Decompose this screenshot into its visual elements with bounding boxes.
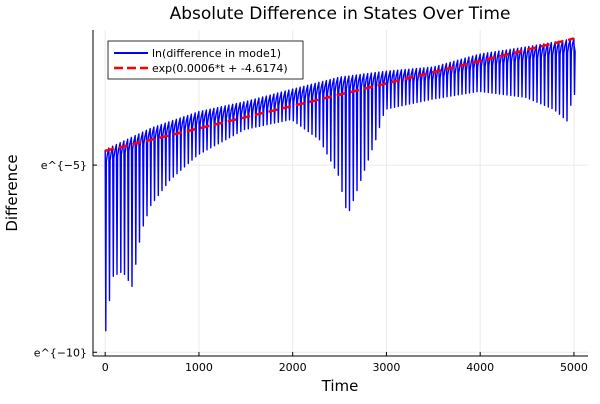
- legend-box: [107, 40, 304, 80]
- series-line-blue: [104, 37, 576, 332]
- series-exp-fit: [104, 37, 575, 153]
- x-tick-label: 3000: [372, 361, 400, 374]
- legend-label-red: exp(0.0006*t + -4.6174): [152, 62, 288, 75]
- y-tick-label: e^{−5}: [41, 159, 87, 172]
- series-ln-difference: [104, 37, 576, 332]
- series-line-red: [104, 37, 575, 153]
- y-ticks: e^{−5} e^{−10}: [34, 159, 97, 359]
- y-axis-label: Difference: [3, 154, 21, 231]
- x-tick-label: 0: [102, 361, 109, 374]
- y-tick-label: e^{−10}: [34, 346, 87, 359]
- x-tick-label: 1000: [185, 361, 213, 374]
- x-ticks: 0 1000 2000 3000 4000 5000: [102, 352, 588, 374]
- chart-title: Absolute Difference in States Over Time: [170, 4, 511, 24]
- x-tick-label: 2000: [279, 361, 307, 374]
- legend-label-blue: ln(difference in mode1): [152, 47, 281, 60]
- x-tick-label: 4000: [466, 361, 494, 374]
- legend: ln(difference in mode1) exp(0.0006*t + -…: [107, 40, 304, 80]
- x-tick-label: 5000: [560, 361, 588, 374]
- x-axis-label: Time: [321, 377, 359, 395]
